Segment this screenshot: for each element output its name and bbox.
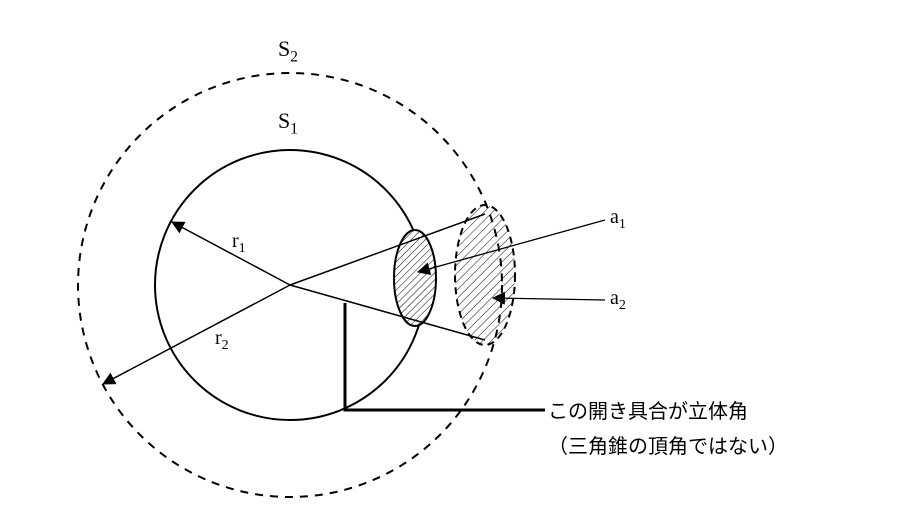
- label-r1: r1: [232, 230, 246, 257]
- label-s2-main: S: [278, 36, 290, 61]
- label-s1-sub: 1: [290, 120, 298, 137]
- annotation-line2-text: （三角錐の頂角ではない）: [548, 436, 788, 458]
- annotation-line1: この開き具合が立体角: [548, 395, 748, 424]
- annotation-line1-text: この開き具合が立体角: [548, 401, 748, 423]
- label-r2: r2: [215, 327, 229, 354]
- label-a1-sub: 1: [619, 217, 626, 232]
- annotation-leader: [345, 303, 545, 410]
- label-a1-main: a: [610, 206, 619, 228]
- radius-r2: [103, 285, 290, 384]
- label-s1: S1: [278, 108, 298, 138]
- area-a2: [455, 205, 515, 345]
- label-r1-sub: 1: [239, 241, 246, 256]
- label-s1-main: S: [278, 108, 290, 133]
- label-a2-sub: 2: [619, 298, 626, 313]
- radius-r1: [172, 222, 290, 285]
- label-r1-main: r: [232, 230, 239, 252]
- label-a2-main: a: [610, 287, 619, 309]
- label-r2-sub: 2: [222, 338, 229, 353]
- label-s2-sub: 2: [290, 48, 298, 65]
- label-r2-main: r: [215, 327, 222, 349]
- label-s2: S2: [278, 36, 298, 66]
- label-a2: a2: [610, 287, 626, 314]
- label-a1: a1: [610, 206, 626, 233]
- annotation-line2: （三角錐の頂角ではない）: [548, 430, 788, 459]
